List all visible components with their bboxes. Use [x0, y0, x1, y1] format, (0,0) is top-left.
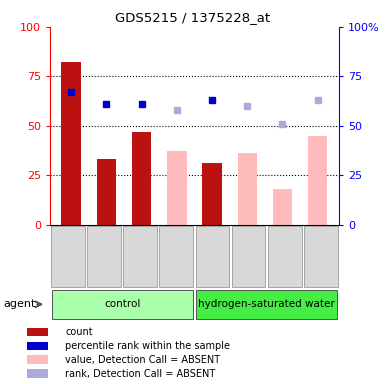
Bar [132, 132, 151, 225]
Bar [62, 63, 81, 225]
Bar [97, 159, 116, 225]
Text: GSM647251: GSM647251 [244, 226, 253, 281]
Text: percentile rank within the sample: percentile rank within the sample [65, 341, 231, 351]
Bar [238, 154, 257, 225]
Bar [273, 189, 292, 225]
Text: rank, Detection Call = ABSENT: rank, Detection Call = ABSENT [65, 369, 216, 379]
Text: control: control [104, 299, 141, 310]
Text: GSM647247: GSM647247 [100, 226, 109, 280]
Bar [27, 356, 48, 364]
Bar [27, 369, 48, 378]
Text: hydrogen-saturated water: hydrogen-saturated water [198, 299, 335, 310]
Bar [27, 328, 48, 336]
Text: agent: agent [4, 299, 36, 310]
Text: GSM647246: GSM647246 [64, 226, 73, 280]
Bar [203, 163, 222, 225]
Text: GSM647253: GSM647253 [316, 226, 325, 281]
Text: GSM647248: GSM647248 [136, 226, 145, 280]
Text: GDS5215 / 1375228_at: GDS5215 / 1375228_at [115, 12, 270, 25]
Text: count: count [65, 327, 93, 337]
Bar [308, 136, 327, 225]
Text: GSM647252: GSM647252 [280, 226, 289, 280]
Bar [27, 341, 48, 351]
Text: GSM647249: GSM647249 [172, 226, 181, 280]
FancyBboxPatch shape [196, 290, 337, 319]
FancyBboxPatch shape [52, 290, 192, 319]
Text: GSM647250: GSM647250 [208, 226, 217, 281]
Bar [167, 151, 186, 225]
Text: value, Detection Call = ABSENT: value, Detection Call = ABSENT [65, 355, 221, 365]
